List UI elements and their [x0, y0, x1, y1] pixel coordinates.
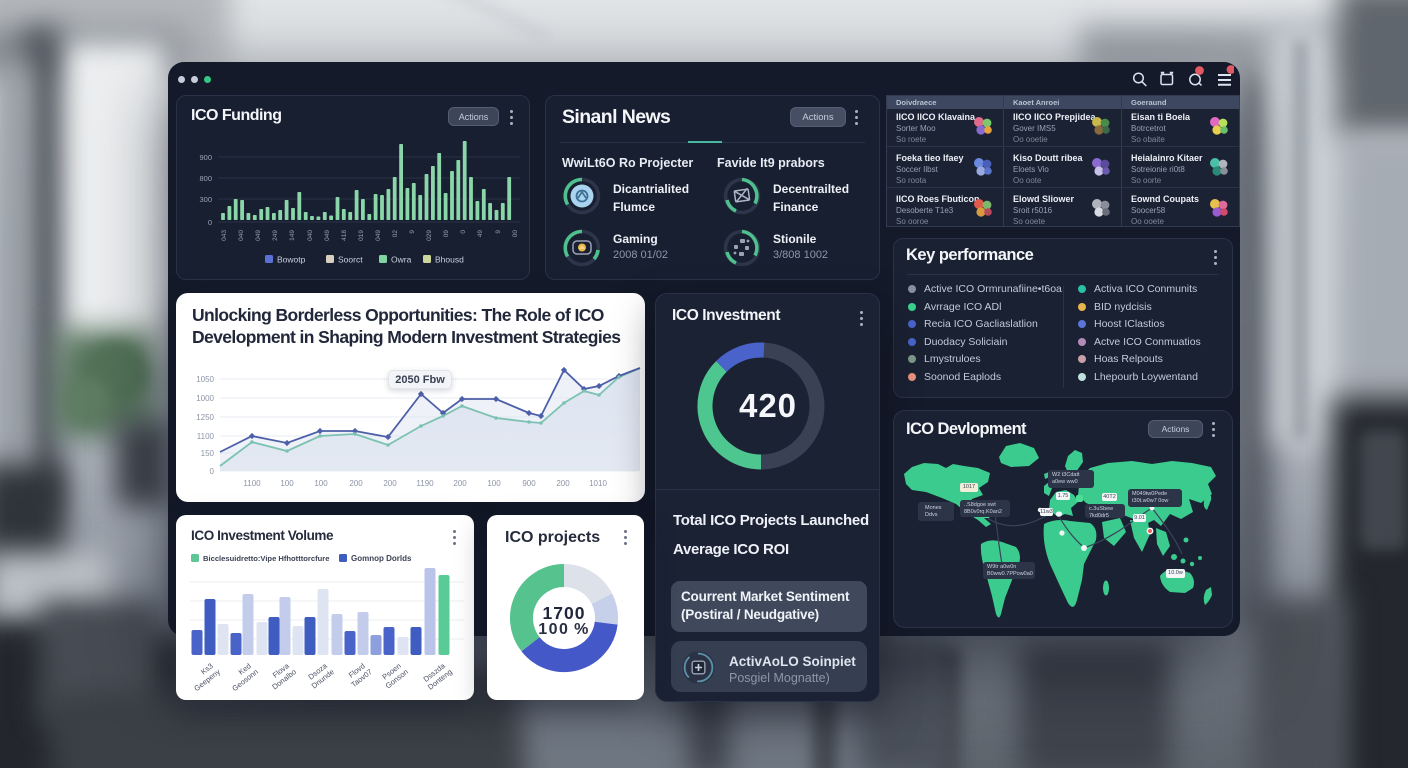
svg-text:049: 049 [255, 230, 262, 241]
svg-text:040: 040 [238, 230, 245, 241]
svg-text:200: 200 [556, 479, 570, 488]
svg-text:09: 09 [443, 230, 450, 238]
svg-text:Bhousd: Bhousd [435, 255, 464, 265]
svg-text:019: 019 [358, 230, 365, 241]
svg-text:249: 249 [272, 230, 279, 241]
svg-text:Bowotp: Bowotp [277, 255, 306, 265]
svg-text:300: 300 [199, 195, 212, 204]
svg-text:9: 9 [495, 230, 502, 234]
svg-text:02: 02 [392, 230, 399, 238]
svg-text:900: 900 [522, 479, 536, 488]
svg-text:043: 043 [221, 230, 228, 241]
svg-text:150: 150 [201, 449, 215, 458]
svg-text:029: 029 [426, 230, 433, 241]
svg-text:1100: 1100 [197, 432, 215, 441]
svg-text:049: 049 [375, 230, 382, 241]
svg-text:200: 200 [453, 479, 467, 488]
svg-text:1250: 1250 [196, 413, 214, 422]
svg-text:Bicclesuidretto:Vipe Hfhotttor: Bicclesuidretto:Vipe Hfhotttorcfure [203, 554, 329, 563]
svg-text:100: 100 [314, 479, 328, 488]
svg-text:Gomnop Dorlds: Gomnop Dorlds [351, 554, 412, 563]
svg-text:0: 0 [210, 467, 215, 476]
svg-text:0: 0 [208, 218, 212, 227]
svg-text:1000: 1000 [196, 394, 214, 403]
svg-text:100: 100 [280, 479, 294, 488]
svg-text:800: 800 [199, 174, 212, 183]
svg-text:049: 049 [324, 230, 331, 241]
svg-text:040: 040 [307, 230, 314, 241]
svg-text:9: 9 [409, 230, 416, 234]
svg-text:1050: 1050 [196, 375, 214, 384]
svg-text:420: 420 [739, 387, 797, 424]
svg-text:200: 200 [349, 479, 363, 488]
svg-text:0: 0 [460, 230, 467, 234]
svg-text:Owra: Owra [391, 255, 412, 265]
svg-text:1190: 1190 [416, 479, 434, 488]
svg-text:1010: 1010 [589, 479, 607, 488]
svg-text:200: 200 [383, 479, 397, 488]
svg-text:418: 418 [341, 230, 348, 241]
svg-text:900: 900 [199, 153, 212, 162]
svg-text:1100: 1100 [243, 479, 261, 488]
svg-text:149: 149 [289, 230, 296, 241]
svg-text:00: 00 [512, 230, 519, 238]
svg-text:Soorct: Soorct [338, 255, 363, 265]
svg-text:100: 100 [487, 479, 501, 488]
svg-text:49: 49 [477, 230, 484, 238]
